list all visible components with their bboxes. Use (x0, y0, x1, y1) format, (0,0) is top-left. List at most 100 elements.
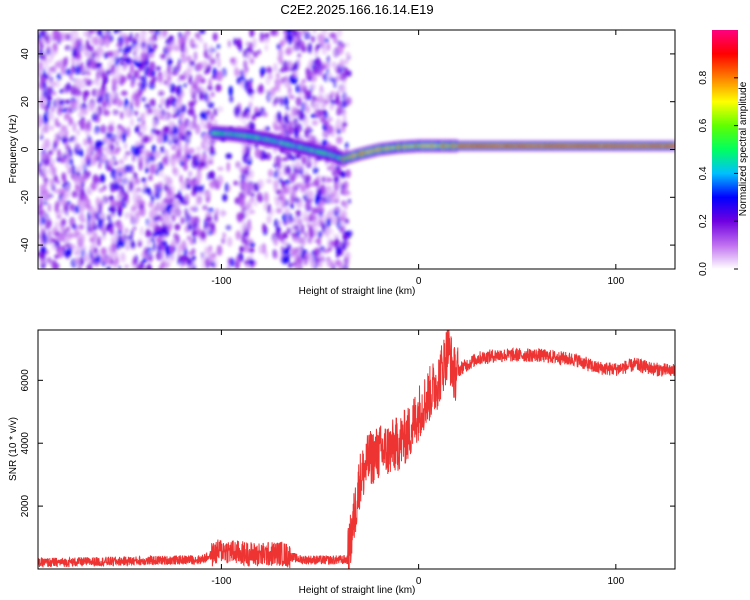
noise-speckle (163, 175, 170, 184)
noise-speckle (132, 154, 136, 162)
noise-speckle (276, 111, 281, 121)
noise-speckle (212, 252, 217, 258)
noise-speckle (240, 197, 246, 208)
noise-speckle (74, 183, 79, 192)
noise-speckle (240, 167, 245, 174)
noise-speckle (298, 110, 304, 121)
noise-speckle (104, 257, 109, 265)
noise-speckle (107, 214, 112, 221)
spectrogram-xlabel: Height of straight line (km) (299, 286, 416, 297)
noise-speckle (39, 76, 47, 83)
noise-speckle (295, 60, 299, 72)
noise-speckle (39, 184, 46, 192)
noise-speckle (147, 43, 152, 54)
noise-speckle (91, 112, 98, 122)
noise-speckle (345, 169, 351, 178)
noise-speckle (221, 208, 224, 218)
y-tick-label: -20 (20, 190, 31, 205)
noise-speckle (322, 129, 330, 139)
noise-speckle (285, 199, 289, 207)
noise-speckle (233, 37, 237, 46)
noise-speckle (124, 111, 130, 118)
noise-speckle (187, 170, 193, 177)
noise-speckle (129, 180, 133, 192)
noise-speckle (148, 175, 153, 181)
noise-speckle (339, 221, 346, 227)
noise-speckle (196, 62, 203, 71)
noise-speckle (128, 32, 134, 43)
noise-speckle (47, 56, 53, 64)
noise-speckle (343, 66, 349, 77)
noise-speckle (206, 66, 211, 74)
noise-speckle (107, 124, 115, 133)
noise-speckle (136, 194, 143, 201)
noise-speckle (94, 35, 99, 47)
colorbar-tick-label: 0.0 (698, 262, 709, 276)
noise-speckle (102, 30, 109, 36)
noise-speckle (204, 259, 210, 266)
noise-speckle (175, 148, 182, 157)
noise-speckle (205, 212, 212, 218)
noise-speckle (89, 138, 94, 148)
noise-speckle (51, 238, 57, 243)
noise-speckle (304, 128, 310, 139)
noise-speckle (106, 266, 111, 269)
noise-speckle (273, 171, 279, 179)
noise-speckle (344, 42, 350, 47)
noise-speckle (105, 38, 110, 49)
colorbar-tick-label: 0.6 (698, 118, 709, 132)
noise-speckle (242, 119, 246, 125)
noise-speckle (105, 145, 110, 155)
noise-speckle (269, 208, 274, 217)
noise-speckle (78, 214, 85, 221)
noise-speckle (153, 150, 161, 159)
noise-speckle (175, 108, 182, 117)
noise-speckle (180, 104, 187, 112)
noise-speckle (97, 147, 103, 154)
noise-speckle (77, 264, 82, 269)
noise-speckle (333, 77, 337, 89)
noise-speckle (208, 139, 215, 146)
noise-speckle (173, 45, 181, 52)
noise-speckle (295, 96, 302, 107)
noise-speckle (339, 190, 345, 195)
noise-speckle (333, 48, 338, 59)
noise-speckle (326, 67, 330, 75)
noise-speckle (130, 118, 134, 127)
noise-speckle (57, 235, 63, 241)
noise-speckle (245, 114, 251, 120)
noise-speckle (312, 167, 319, 175)
noise-speckle (160, 54, 167, 59)
noise-speckle (55, 117, 59, 128)
noise-speckle (86, 204, 92, 212)
noise-speckle (305, 67, 309, 77)
noise-speckle (251, 114, 256, 121)
noise-speckle (291, 120, 297, 126)
noise-speckle (317, 93, 323, 101)
noise-speckle (146, 238, 152, 246)
noise-speckle (174, 223, 181, 231)
noise-speckle (57, 149, 61, 158)
noise-speckle (42, 90, 47, 98)
noise-speckle (188, 74, 193, 86)
noise-speckle (189, 60, 195, 67)
noise-speckle (84, 253, 90, 260)
noise-speckle (40, 128, 44, 136)
noise-speckle (167, 186, 172, 196)
noise-speckle (80, 233, 86, 243)
noise-speckle (340, 58, 344, 64)
noise-speckle (144, 103, 151, 109)
noise-speckle (147, 108, 153, 115)
noise-speckle (217, 106, 224, 113)
noise-speckle (338, 179, 342, 188)
noise-speckle (196, 146, 202, 151)
noise-speckle (265, 126, 270, 132)
noise-speckle (335, 67, 341, 74)
noise-speckle (309, 182, 315, 187)
noise-speckle (155, 66, 161, 71)
noise-speckle (286, 227, 292, 234)
noise-speckle (109, 144, 115, 152)
noise-speckle (140, 226, 144, 236)
noise-speckle (174, 101, 182, 107)
noise-speckle (304, 231, 308, 239)
